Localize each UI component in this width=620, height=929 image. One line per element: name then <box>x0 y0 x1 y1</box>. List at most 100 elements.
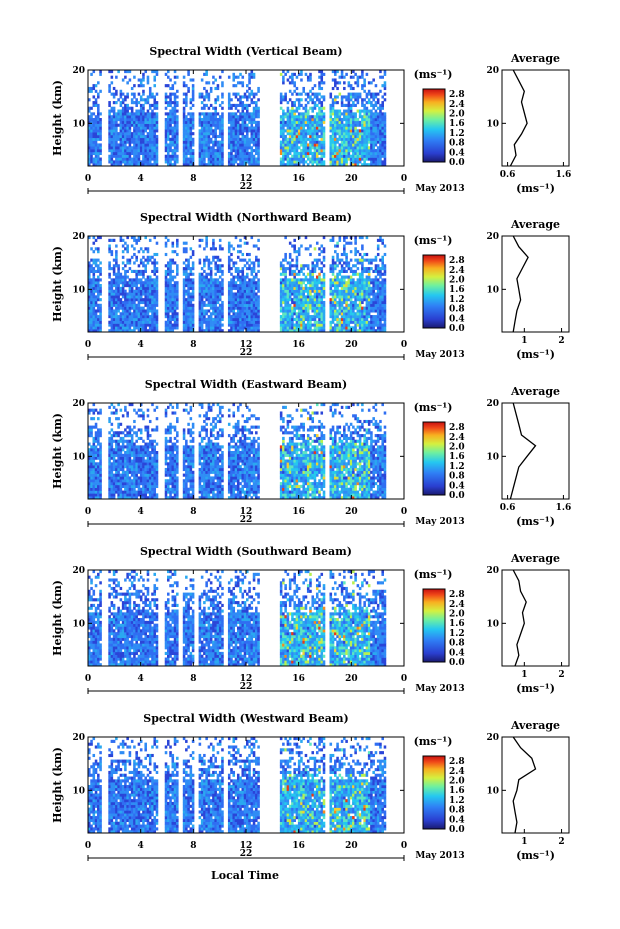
heat-cell <box>381 134 384 139</box>
heat-cell <box>343 292 346 296</box>
heat-cell <box>232 323 236 327</box>
heat-cell <box>246 303 249 307</box>
heat-cell <box>358 92 362 96</box>
heat-cell <box>135 115 138 119</box>
heat-cell <box>232 154 236 158</box>
heat-cell <box>318 298 321 302</box>
heat-cell <box>221 118 224 122</box>
heat-cell <box>200 295 204 299</box>
heat-cell <box>182 267 186 271</box>
heat-cell <box>209 137 213 141</box>
heat-cell <box>320 267 324 271</box>
heat-cell <box>92 267 96 271</box>
heat-cell <box>345 143 348 147</box>
heat-cell <box>121 157 125 161</box>
heat-cell <box>370 143 373 147</box>
heat-cell <box>200 137 204 141</box>
heat-cell <box>115 298 118 302</box>
heat-cell <box>146 78 150 82</box>
heat-cell <box>288 317 292 321</box>
heat-cell <box>347 315 351 319</box>
heat-cell <box>153 101 157 105</box>
heat-cell <box>133 154 136 158</box>
heat-cell <box>363 98 366 102</box>
heat-cell <box>176 267 179 271</box>
heat-cell <box>309 123 312 127</box>
heat-cell <box>349 289 353 293</box>
heat-cell <box>352 95 355 99</box>
heat-cell <box>173 306 177 310</box>
heat-cell <box>110 329 114 333</box>
heat-cell <box>97 236 100 240</box>
heat-cell <box>297 160 301 164</box>
heat-cell <box>119 315 123 319</box>
heat-cell <box>146 109 150 113</box>
heat-cell <box>234 149 238 153</box>
heat-cell <box>94 126 98 130</box>
heat-cell <box>250 70 254 74</box>
heat-cell <box>352 306 355 310</box>
heat-cell <box>334 244 337 248</box>
heat-cell <box>284 255 287 259</box>
heat-cell <box>146 154 150 158</box>
heat-cell <box>108 103 111 107</box>
heat-cell <box>99 126 102 130</box>
heat-cell <box>291 120 294 124</box>
heat-cell <box>191 326 195 330</box>
heat-cell <box>279 101 283 105</box>
heat-cell <box>340 295 344 299</box>
heat-cell <box>302 309 305 313</box>
heat-cell <box>115 151 118 155</box>
heat-cell <box>214 140 217 144</box>
heat-cell <box>309 115 312 119</box>
heat-cell <box>218 129 222 133</box>
heat-cell <box>94 278 98 282</box>
heat-cell <box>311 261 315 265</box>
heat-cell <box>135 272 138 276</box>
heat-cell <box>126 106 129 110</box>
heat-cell <box>293 157 296 161</box>
heat-cell <box>126 247 129 251</box>
heat-cell <box>363 154 366 158</box>
heat-cell <box>137 320 141 324</box>
heat-cell <box>128 309 132 313</box>
heat-cell <box>214 272 217 276</box>
heat-cell <box>248 309 251 313</box>
heat-cell <box>318 157 321 161</box>
heat-cell <box>291 306 294 310</box>
heat-cell <box>302 140 305 144</box>
heat-cell <box>255 258 258 262</box>
heat-cell <box>354 123 357 127</box>
heat-cell <box>142 292 145 296</box>
heat-cell <box>282 146 285 150</box>
heat-cell <box>148 163 152 167</box>
heat-cell <box>383 115 387 119</box>
heat-cell <box>338 306 342 310</box>
heat-cell <box>176 154 179 158</box>
heat-cell <box>329 95 333 99</box>
heat-cell <box>171 309 175 313</box>
heat-cell <box>338 309 342 313</box>
heat-cell <box>338 132 342 136</box>
heat-cell <box>97 151 100 155</box>
heat-cell <box>338 284 342 288</box>
heat-cell <box>171 143 175 147</box>
heat-cell <box>232 261 236 265</box>
heat-cell <box>286 284 290 288</box>
heat-cell <box>191 160 195 164</box>
heat-cell <box>198 143 202 147</box>
heat-cell <box>135 303 138 307</box>
heat-cell <box>137 78 141 82</box>
heat-cell <box>297 112 301 116</box>
heat-cell <box>167 300 170 305</box>
heat-cell <box>340 154 344 158</box>
heat-cell <box>176 298 179 302</box>
heat-cell <box>133 306 136 310</box>
heat-cell <box>203 292 206 296</box>
heat-cell <box>347 241 351 245</box>
heat-cell <box>246 109 249 113</box>
heat-cell <box>282 123 285 127</box>
heat-cell <box>354 312 357 316</box>
heat-cell <box>284 300 287 305</box>
heat-cell <box>209 315 213 319</box>
